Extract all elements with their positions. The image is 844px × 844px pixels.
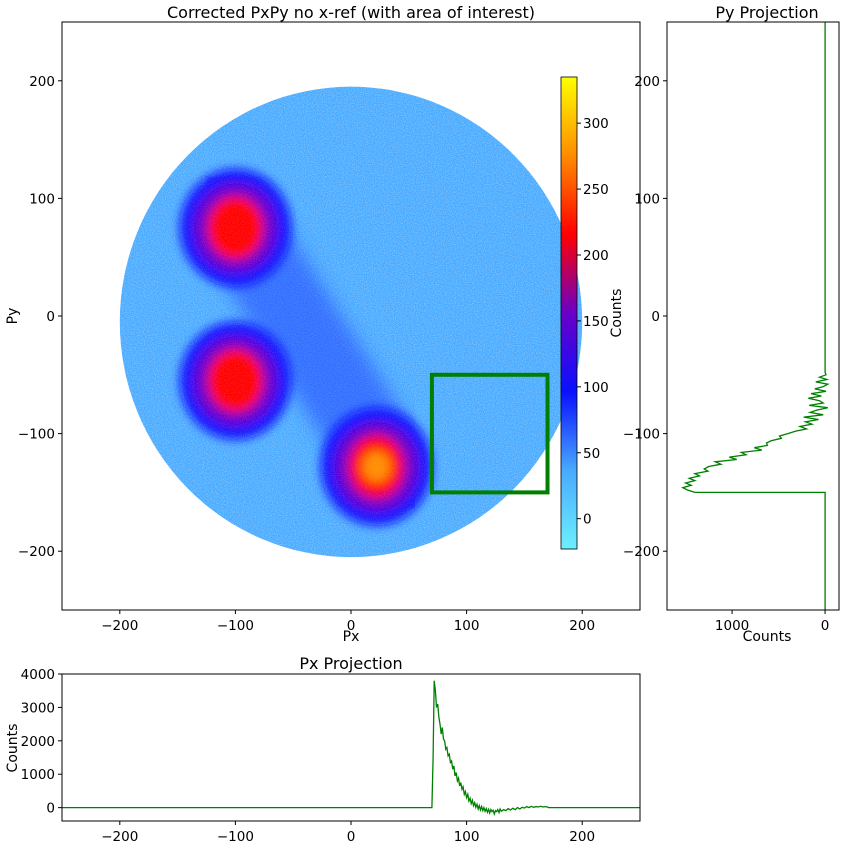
py-axes-frame: [666, 21, 840, 611]
colorbar-tick-label: 300: [583, 116, 609, 132]
x-tick-label: 100: [454, 829, 480, 844]
main-x-label: Px: [343, 629, 360, 645]
py-projection-panel: Py Projection 1000 0 −200 −100 0 100 200 Coun…: [623, 3, 840, 645]
y-tick-label: 200: [29, 74, 55, 90]
y-tick-label: 3000: [21, 700, 55, 716]
px-projection-title: Px Projection: [299, 654, 402, 673]
y-tick-label: 0: [651, 309, 660, 325]
colorbar: 0 50 100 150 200 250 300 Counts: [560, 76, 625, 550]
py-x-ticks: 1000 0: [715, 610, 829, 634]
colorbar-tick-label: 0: [583, 512, 592, 528]
main-x-ticks: −200 −100 0 100 200: [101, 610, 595, 634]
y-tick-label: 200: [634, 74, 660, 90]
colorbar-tick-label: 150: [583, 314, 609, 330]
px-x-ticks: −200 −100 0 100 200: [101, 821, 595, 844]
x-tick-label: −100: [217, 618, 254, 634]
colorbar-tick-label: 250: [583, 182, 609, 198]
x-tick-label: 0: [347, 618, 356, 634]
main-y-label: Py: [5, 308, 21, 325]
px-y-ticks: 0 1000 2000 3000 4000: [21, 667, 62, 817]
detector-noise-top: [119, 86, 583, 558]
px-y-label: Counts: [5, 724, 21, 773]
x-tick-label: −100: [217, 829, 254, 844]
x-tick-label: 1000: [715, 618, 749, 634]
py-projection-series: [680, 22, 830, 610]
y-tick-label: 2000: [21, 734, 55, 750]
x-tick-label: 0: [347, 829, 356, 844]
colorbar-gradient: [560, 76, 578, 550]
px-axes-frame: [61, 673, 641, 822]
py-y-ticks: −200 −100 0 100 200: [623, 74, 667, 560]
y-tick-label: −100: [18, 427, 55, 443]
x-tick-label: 200: [569, 618, 595, 634]
colorbar-tick-label: 50: [583, 446, 600, 462]
x-tick-label: 200: [569, 829, 595, 844]
main-y-ticks: −200 −100 0 100 200: [18, 74, 62, 560]
x-tick-label: −200: [101, 829, 138, 844]
main-heatmap-panel: Corrected PxPy no x-ref (with area of in…: [5, 3, 641, 645]
x-tick-label: 0: [821, 618, 830, 634]
px-projection-series: [62, 680, 640, 817]
colorbar-tick-label: 200: [583, 248, 609, 264]
py-x-label: Counts: [743, 629, 792, 645]
y-tick-label: 0: [46, 801, 55, 817]
main-title: Corrected PxPy no x-ref (with area of in…: [167, 3, 535, 22]
heatmap-density: [119, 86, 583, 558]
y-tick-label: −200: [623, 544, 660, 560]
colorbar-tick-label: 100: [583, 380, 609, 396]
y-tick-label: −200: [18, 544, 55, 560]
x-tick-label: 100: [454, 618, 480, 634]
colorbar-ticks: 0 50 100 150 200 250 300: [577, 116, 609, 528]
x-tick-label: −200: [101, 618, 138, 634]
y-tick-label: −100: [623, 427, 660, 443]
colorbar-label: Counts: [609, 289, 625, 338]
y-tick-label: 1000: [21, 767, 55, 783]
py-projection-title: Py Projection: [715, 3, 818, 22]
y-tick-label: 4000: [21, 667, 55, 683]
area-of-interest-box: [429, 372, 550, 495]
px-projection-panel: Px Projection −200 −100 0 100 200 0 1000 2000 3…: [5, 654, 641, 844]
y-tick-label: 0: [46, 309, 55, 325]
y-tick-label: 100: [29, 191, 55, 207]
y-tick-label: 100: [634, 191, 660, 207]
